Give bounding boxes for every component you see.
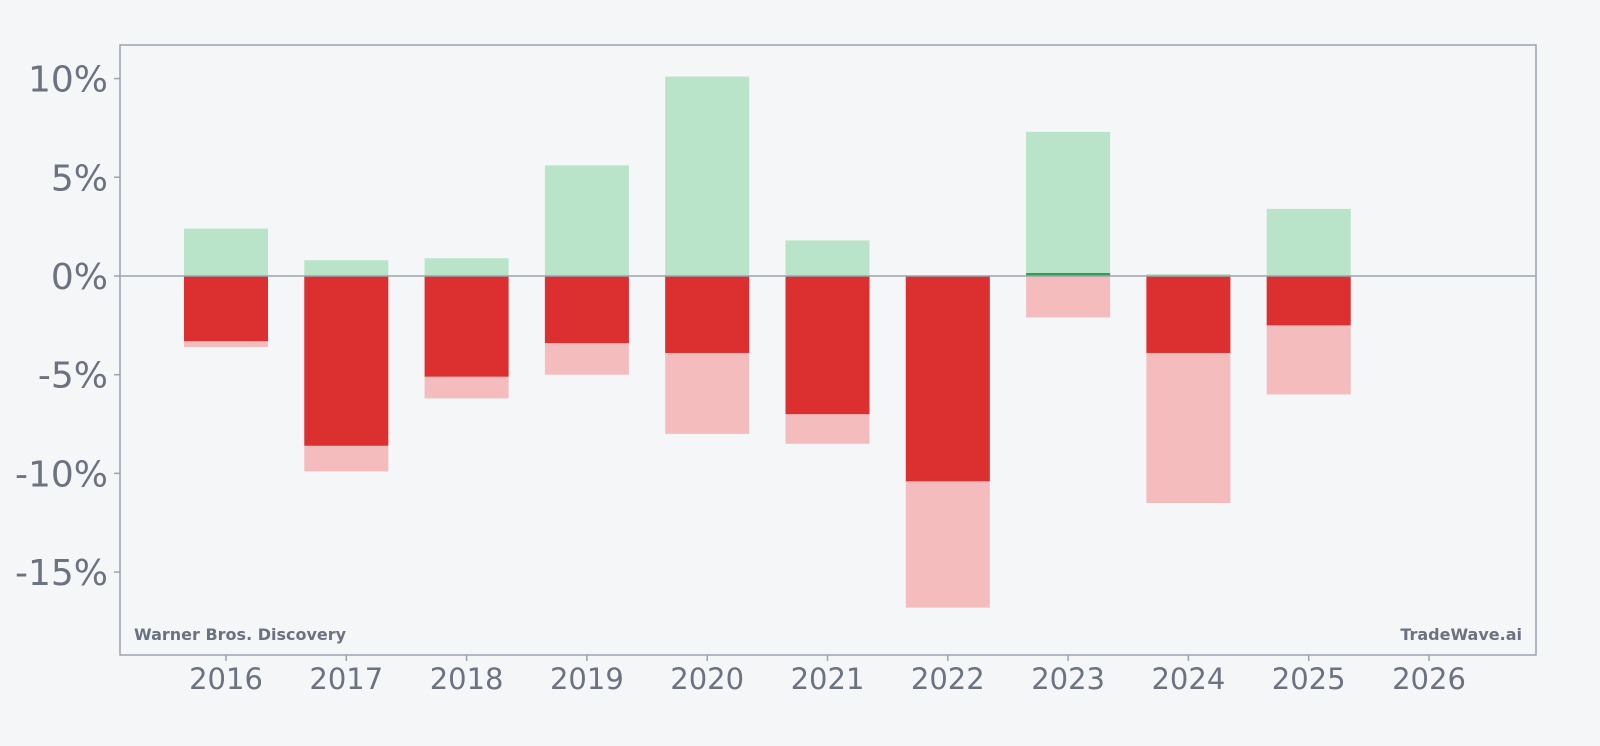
y-axis: 10% 5% 0% -5% -10% -15% bbox=[15, 60, 120, 594]
bar-upper-2019 bbox=[544, 165, 629, 276]
x-tick-label: 2026 bbox=[1392, 662, 1466, 696]
y-tick-label: 5% bbox=[51, 158, 108, 199]
bar-close-2020 bbox=[665, 275, 750, 353]
bar-lower-2023 bbox=[1026, 275, 1111, 318]
x-tick-label: 2020 bbox=[670, 662, 744, 696]
x-tick-label: 2018 bbox=[430, 662, 504, 696]
x-tick-label: 2025 bbox=[1272, 662, 1346, 696]
bar-upper-2017 bbox=[304, 260, 389, 276]
bar-close-2016 bbox=[184, 275, 268, 342]
bar-upper-2025 bbox=[1266, 208, 1351, 276]
y-tick-label: 0% bbox=[51, 257, 108, 298]
bar-upper-2021 bbox=[785, 240, 870, 276]
bar-close-2019 bbox=[544, 275, 629, 344]
x-tick-label: 2023 bbox=[1031, 662, 1105, 696]
x-axis: 2016 2017 2018 2019 2020 2021 2022 2023 2024 2025… bbox=[189, 655, 1466, 696]
watermark-left: Warner Bros. Discovery bbox=[134, 625, 347, 644]
bar-upper-2018 bbox=[424, 258, 509, 276]
bar-close-2023 bbox=[1026, 273, 1111, 276]
y-tick-label: -15% bbox=[15, 553, 108, 594]
bar-upper-2020 bbox=[665, 76, 750, 276]
bar-close-2022 bbox=[905, 275, 990, 482]
bar-close-2025 bbox=[1266, 275, 1351, 326]
x-tick-label: 2021 bbox=[791, 662, 865, 696]
watermark-right: TradeWave.ai bbox=[1400, 625, 1522, 644]
bar-close-2017 bbox=[304, 275, 389, 446]
bar-upper-2024 bbox=[1146, 273, 1231, 276]
bar-close-2021 bbox=[785, 275, 870, 415]
x-tick-label: 2022 bbox=[911, 662, 985, 696]
bars-layer bbox=[184, 76, 1351, 608]
y-tick-label: -5% bbox=[38, 356, 108, 397]
x-tick-label: 2019 bbox=[550, 662, 624, 696]
x-tick-label: 2024 bbox=[1151, 662, 1225, 696]
x-tick-label: 2016 bbox=[189, 662, 263, 696]
y-tick-label: -10% bbox=[15, 454, 108, 495]
bar-close-2018 bbox=[424, 275, 509, 377]
x-tick-label: 2017 bbox=[309, 662, 383, 696]
bar-close-2024 bbox=[1146, 275, 1231, 353]
y-tick-label: 10% bbox=[28, 60, 108, 101]
bar-upper-2023 bbox=[1026, 131, 1111, 276]
bar-upper-2016 bbox=[184, 228, 268, 276]
